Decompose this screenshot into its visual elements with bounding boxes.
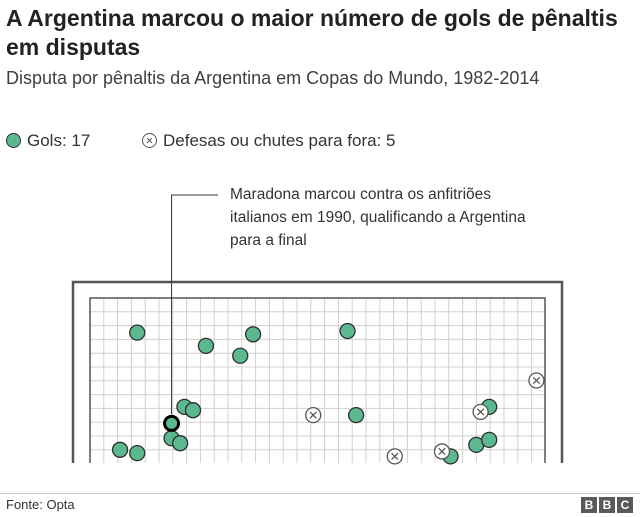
goal-point [347, 406, 365, 424]
annotation-leader-line [171, 194, 218, 415]
goal-point [171, 435, 189, 452]
goal-point [129, 324, 146, 341]
goal-point [339, 322, 356, 340]
maradona-annotation: Maradona marcou contra os anfitriões ita… [230, 186, 526, 249]
bbc-logo-letter: C [617, 497, 633, 513]
miss-point [433, 443, 451, 460]
goal-marker-icon [6, 133, 21, 148]
miss-marker-icon [142, 133, 157, 148]
source-note: Fonte: Opta [6, 497, 75, 512]
goal-point [481, 431, 498, 449]
bbc-logo-letter: B [581, 497, 597, 513]
goal-point [184, 402, 202, 419]
footer-divider [0, 493, 640, 494]
goal-point [197, 337, 215, 355]
maradona-goal-point [163, 414, 181, 432]
legend-goals-label: Gols: 17 [27, 131, 91, 150]
goal-point [129, 444, 146, 462]
miss-point [528, 372, 545, 389]
goal-frame-inner [89, 297, 546, 463]
goal-point [111, 441, 129, 458]
goal-point [244, 326, 262, 343]
chart-title: A Argentina marcou o maior número de gol… [6, 5, 618, 60]
miss-point [472, 403, 489, 421]
bbc-logo-letter: B [599, 497, 615, 513]
goal-point [232, 347, 249, 364]
chart-subtitle: Disputa por pênaltis da Argentina em Cop… [6, 68, 540, 88]
goal-frame-outer [71, 280, 564, 463]
miss-point [386, 448, 403, 465]
legend: Gols: 17 Defesas ou chutes para fora: 5 [6, 131, 626, 153]
goal-chart [71, 194, 564, 465]
miss-point [305, 406, 322, 424]
legend-misses-label: Defesas ou chutes para fora: 5 [163, 131, 396, 150]
